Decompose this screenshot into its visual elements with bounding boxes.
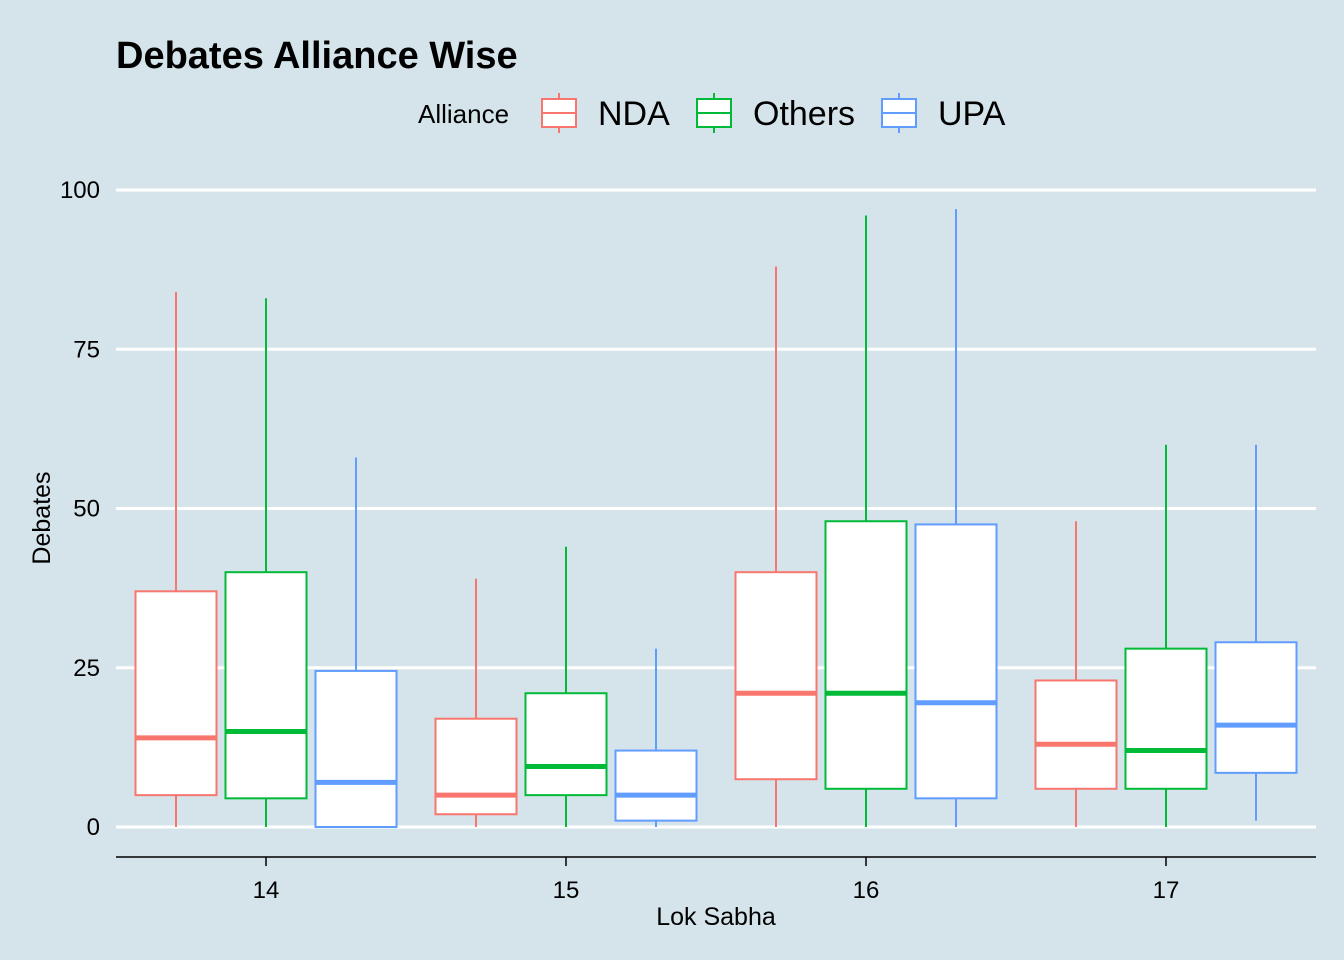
box-nda-17	[1034, 521, 1118, 827]
legend-item-others: Others	[696, 93, 855, 133]
x-tick-label: 14	[253, 877, 280, 904]
x-tick-label: 16	[853, 877, 880, 904]
box-iqr	[1034, 679, 1118, 790]
box-others-14	[224, 298, 308, 827]
x-axis-title: Lok Sabha	[656, 903, 776, 931]
y-tick-label: 75	[73, 336, 100, 363]
box-upa-15	[614, 648, 698, 827]
legend-label: Others	[753, 95, 855, 133]
y-tick-label: 0	[87, 814, 100, 841]
box-iqr	[1214, 641, 1298, 774]
box-nda-14	[134, 291, 218, 827]
box-groups	[134, 209, 1298, 828]
box-others-16	[824, 215, 908, 827]
box-iqr	[1124, 647, 1208, 790]
legend-title: Alliance	[418, 99, 509, 129]
y-tick-label: 100	[60, 177, 100, 204]
box-iqr	[434, 717, 518, 816]
legend-item-upa: UPA	[881, 93, 1006, 133]
box-nda-16	[734, 266, 818, 827]
y-tick-label: 50	[73, 496, 100, 523]
box-iqr	[224, 571, 308, 800]
box-iqr	[134, 590, 218, 797]
chart-title: Debates Alliance Wise	[116, 35, 518, 77]
box-others-15	[524, 546, 608, 827]
grid-lines	[116, 188, 1316, 829]
box-upa-16	[914, 209, 998, 827]
box-upa-14	[314, 457, 398, 828]
box-iqr	[314, 669, 398, 828]
box-iqr	[524, 692, 608, 797]
box-nda-15	[434, 578, 518, 827]
x-tick-label: 17	[1153, 877, 1180, 904]
box-iqr	[824, 520, 908, 790]
box-upa-17	[1214, 444, 1298, 821]
legend-label: NDA	[598, 95, 670, 133]
box-iqr	[734, 571, 818, 781]
x-tick-label: 15	[553, 877, 580, 904]
legend-item-nda: NDA	[541, 93, 670, 133]
box-others-17	[1124, 444, 1208, 827]
y-axis-title: Debates	[28, 471, 56, 564]
box-iqr	[914, 523, 998, 800]
axes: 0 25 50 75 100 14 15 16 17	[60, 177, 1316, 904]
y-tick-label: 25	[73, 655, 100, 682]
legend: Alliance NDA Others UPA	[418, 93, 1006, 133]
legend-label: UPA	[938, 95, 1006, 133]
box-iqr	[614, 749, 698, 822]
